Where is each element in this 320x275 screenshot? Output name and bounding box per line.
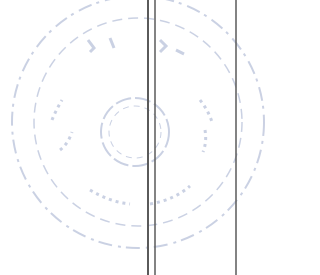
- stamp-image: [0, 0, 271, 275]
- page: (() => { const data = JSON.parse(documen…: [0, 0, 271, 275]
